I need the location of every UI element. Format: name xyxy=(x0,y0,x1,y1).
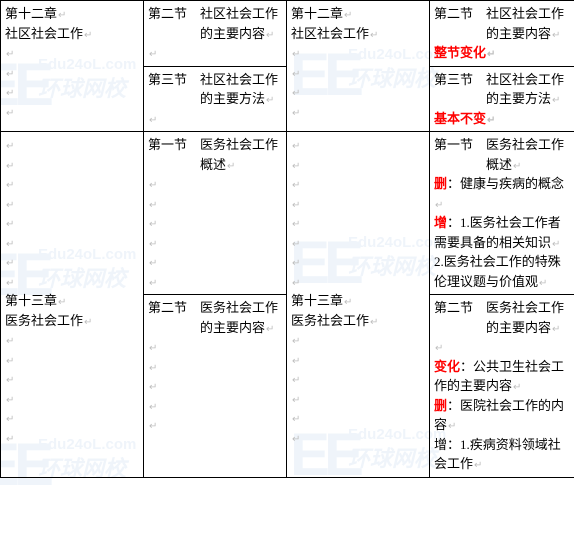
chapter-title: 医务社会工作 xyxy=(291,311,425,331)
blank-line xyxy=(5,213,139,233)
blank-line xyxy=(148,213,282,233)
blank-line xyxy=(5,102,139,122)
blank-line xyxy=(5,155,139,175)
cell-ch13-right: 第十三章 医务社会工作 xyxy=(287,132,430,478)
cell-ch13-sec2-left: 第二节 医务社会工作的主要内容 xyxy=(144,295,287,478)
blank-line xyxy=(5,272,139,292)
blank-line xyxy=(5,233,139,253)
section-title: 第三节 社区社会工作的主要方法 xyxy=(148,70,282,109)
chapter-title: 社区社会工作 xyxy=(5,24,139,44)
blank-line xyxy=(148,415,282,435)
change-line: 变化：公共卫生社会工作的主要内容 xyxy=(434,357,570,396)
blank-line xyxy=(148,357,282,377)
section-title: 第二节 医务社会工作的主要内容 xyxy=(148,298,282,337)
blank-line xyxy=(5,63,139,83)
blank-line xyxy=(5,389,139,409)
cell-ch13-left: 第十三章 医务社会工作 xyxy=(1,132,144,478)
blank-line xyxy=(291,330,425,350)
blank-line xyxy=(291,102,425,122)
blank-line xyxy=(148,396,282,416)
blank-line xyxy=(148,233,282,253)
blank-line xyxy=(5,194,139,214)
chapter-num: 第十二章 xyxy=(291,4,425,24)
blank-line xyxy=(291,408,425,428)
blank-line xyxy=(148,109,282,129)
table-row: 第十二章 社区社会工作 第二节 社区社会工作的主要内容 第十二章 社区社会工作 … xyxy=(1,1,574,67)
section-title: 第三节 社区社会工作的主要方法 xyxy=(434,70,570,109)
blank-line xyxy=(291,63,425,83)
blank-line xyxy=(148,252,282,272)
blank-line xyxy=(5,174,139,194)
blank-line xyxy=(148,174,282,194)
table-row: 第十三章 医务社会工作 第一节 医务社会工作概述 xyxy=(1,132,574,295)
blank-line xyxy=(291,135,425,155)
add-line2: 2.医务社会工作的特殊伦理议题与价值观 xyxy=(434,252,570,291)
cell-sec3-right: 第三节 社区社会工作的主要方法 基本不变 xyxy=(430,66,574,132)
blank-line xyxy=(148,337,282,357)
cell-sec3-left: 第三节 社区社会工作的主要方法 xyxy=(144,66,287,132)
add-line: 增：1.疾病资料领域社会工作 xyxy=(434,435,570,474)
section-title: 第二节 社区社会工作的主要内容 xyxy=(434,4,570,43)
add-line: 增：1.医务社会工作者需要具备的相关知识 xyxy=(434,213,570,252)
chapter-title: 医务社会工作 xyxy=(5,311,139,331)
change-note: 基本不变 xyxy=(434,109,570,129)
blank-line xyxy=(291,213,425,233)
blank-line xyxy=(5,135,139,155)
delete-line: 删：医院社会工作的内容 xyxy=(434,396,570,435)
blank-line xyxy=(291,194,425,214)
blank-line xyxy=(5,369,139,389)
delete-line: 删：健康与疾病的概念 xyxy=(434,174,570,213)
blank-line xyxy=(5,252,139,272)
chapter-num: 第十三章 xyxy=(291,291,425,311)
blank-line xyxy=(148,43,282,63)
blank-line xyxy=(5,330,139,350)
blank-line xyxy=(148,376,282,396)
comparison-table: 第十二章 社区社会工作 第二节 社区社会工作的主要内容 第十二章 社区社会工作 … xyxy=(0,0,574,478)
chapter-num: 第十三章 xyxy=(5,291,139,311)
blank-line xyxy=(5,428,139,448)
section-title: 第二节 社区社会工作的主要内容 xyxy=(148,4,282,43)
section-title: 第一节 医务社会工作概述 xyxy=(434,135,570,174)
blank-line xyxy=(291,233,425,253)
cell-sec2-right: 第二节 社区社会工作的主要内容 整节变化 xyxy=(430,1,574,67)
blank-line xyxy=(5,82,139,102)
blank-line xyxy=(291,252,425,272)
blank-line xyxy=(5,408,139,428)
blank-line xyxy=(291,43,425,63)
blank-line xyxy=(5,350,139,370)
blank-line xyxy=(291,350,425,370)
section-title: 第一节 医务社会工作概述 xyxy=(148,135,282,174)
cell-ch12-left: 第十二章 社区社会工作 xyxy=(1,1,144,132)
chapter-title: 社区社会工作 xyxy=(291,24,425,44)
blank-line xyxy=(291,155,425,175)
blank-line xyxy=(5,43,139,63)
cell-ch13-sec2-right: 第二节 医务社会工作的主要内容 变化：公共卫生社会工作的主要内容 删：医院社会工… xyxy=(430,295,574,478)
blank-line xyxy=(291,389,425,409)
blank-line xyxy=(148,194,282,214)
blank-line xyxy=(291,428,425,448)
blank-line xyxy=(434,337,570,357)
cell-ch13-sec1-right: 第一节 医务社会工作概述 删：健康与疾病的概念 增：1.医务社会工作者需要具备的… xyxy=(430,132,574,295)
blank-line xyxy=(148,272,282,292)
blank-line xyxy=(291,369,425,389)
blank-line xyxy=(291,174,425,194)
change-note: 整节变化 xyxy=(434,43,570,63)
cell-sec2-left: 第二节 社区社会工作的主要内容 xyxy=(144,1,287,67)
section-title: 第二节 医务社会工作的主要内容 xyxy=(434,298,570,337)
blank-line xyxy=(291,82,425,102)
blank-line xyxy=(291,272,425,292)
cell-ch13-sec1-left: 第一节 医务社会工作概述 xyxy=(144,132,287,295)
chapter-num: 第十二章 xyxy=(5,4,139,24)
cell-ch12-right: 第十二章 社区社会工作 xyxy=(287,1,430,132)
